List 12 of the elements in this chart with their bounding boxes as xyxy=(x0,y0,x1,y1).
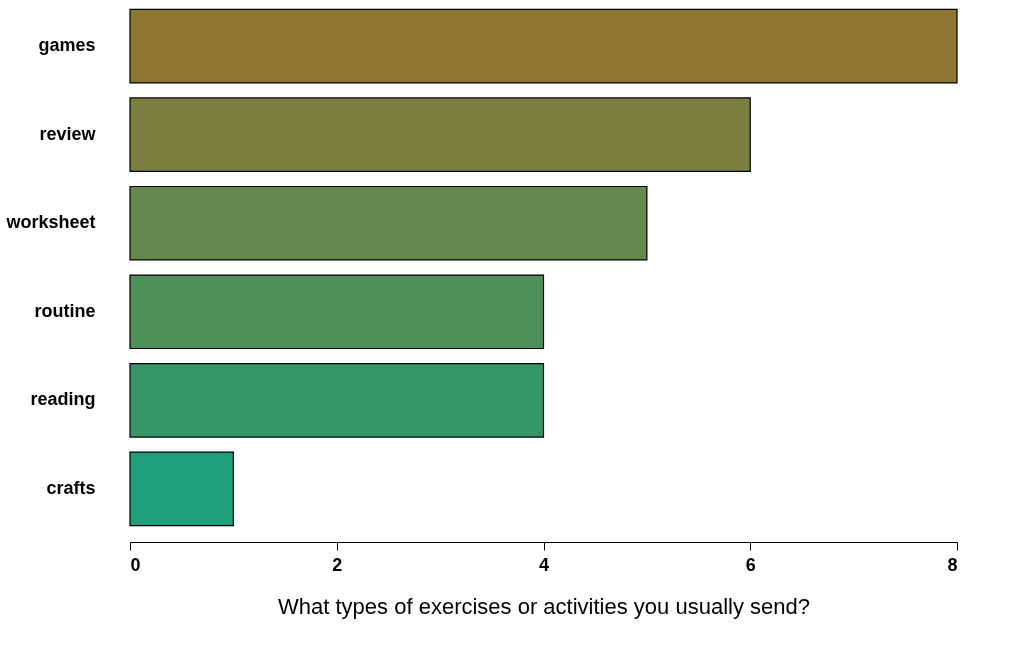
x-tick-label: 4 xyxy=(538,554,550,575)
x-tick-label: 8 xyxy=(947,554,958,575)
y-tick-label: crafts xyxy=(46,477,96,498)
y-tick-label: reading xyxy=(30,389,96,410)
y-tick-label: worksheet xyxy=(5,212,96,233)
x-tick-label: 2 xyxy=(332,554,343,575)
y-tick-label: games xyxy=(38,35,96,56)
y-tick-label: routine xyxy=(34,300,96,321)
x-axis-title: What types of exercises or activities you usually send? xyxy=(278,593,810,619)
x-tick-label: 6 xyxy=(745,554,756,575)
x-tick-label: 0 xyxy=(130,554,141,575)
y-tick-label: review xyxy=(39,123,97,144)
